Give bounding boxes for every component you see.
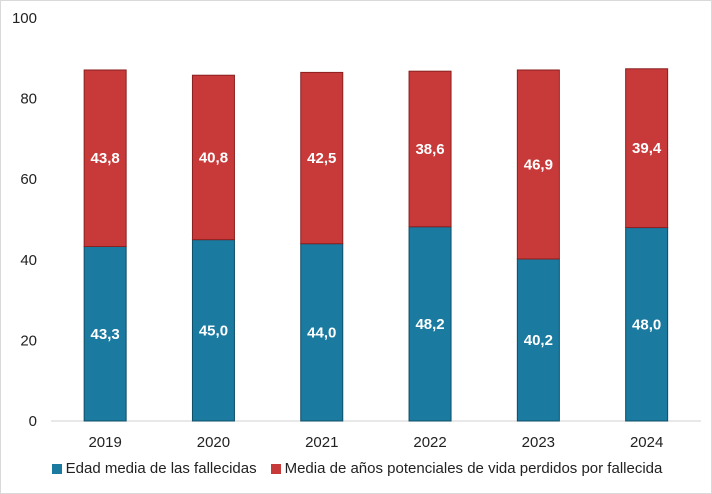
bar-segment — [408, 70, 452, 228]
bar-segment — [516, 258, 560, 422]
legend: Edad media de las fallecidas Media de añ… — [1, 460, 712, 477]
y-tick-label: 0 — [29, 413, 37, 430]
bar-segment — [408, 226, 452, 422]
data-label: 44,0 — [307, 324, 336, 341]
data-label: 38,6 — [415, 141, 444, 158]
data-label: 40,2 — [524, 332, 553, 349]
bar-segment — [191, 74, 235, 241]
data-label: 43,3 — [91, 326, 120, 343]
data-label: 45,0 — [199, 322, 228, 339]
x-tick-label: 2019 — [88, 434, 121, 451]
legend-item-anos-perdidos: Media de años potenciales de vida perdid… — [270, 460, 663, 477]
bar-segment — [300, 243, 344, 422]
x-tick-label: 2023 — [522, 434, 555, 451]
x-tick-label: 2021 — [305, 434, 338, 451]
x-tick-label: 2024 — [630, 434, 663, 451]
y-tick-label: 100 — [12, 10, 37, 27]
data-label: 39,4 — [632, 140, 662, 157]
y-tick-label: 80 — [20, 91, 37, 108]
legend-swatch-blue — [51, 463, 62, 474]
bar-segment — [300, 71, 344, 245]
bar-segment — [625, 227, 669, 422]
y-tick-label: 60 — [20, 171, 37, 188]
data-label: 43,8 — [91, 150, 120, 167]
bar-segment — [83, 69, 127, 248]
x-tick-label: 2022 — [413, 434, 446, 451]
x-tick-label: 2020 — [197, 434, 230, 451]
legend-item-edad-media: Edad media de las fallecidas — [51, 460, 257, 477]
bar-segment — [83, 246, 127, 422]
data-label: 48,2 — [415, 316, 444, 333]
legend-label: Edad media de las fallecidas — [65, 460, 257, 477]
data-label: 46,9 — [524, 156, 553, 173]
bar-segment — [516, 69, 560, 260]
data-label: 42,5 — [307, 150, 336, 167]
legend-swatch-red — [270, 463, 281, 474]
legend-label: Media de años potenciales de vida perdid… — [284, 460, 663, 477]
data-label: 40,8 — [199, 149, 228, 166]
data-label: 48,0 — [632, 316, 661, 333]
chart-plot: 0 20 40 60 80 100 43,3 43,8 2019 45,0 40,8 2020 44,0… — [12, 10, 701, 451]
y-tick-label: 20 — [20, 332, 37, 349]
bar-segment — [625, 68, 669, 229]
y-tick-label: 40 — [20, 252, 37, 269]
